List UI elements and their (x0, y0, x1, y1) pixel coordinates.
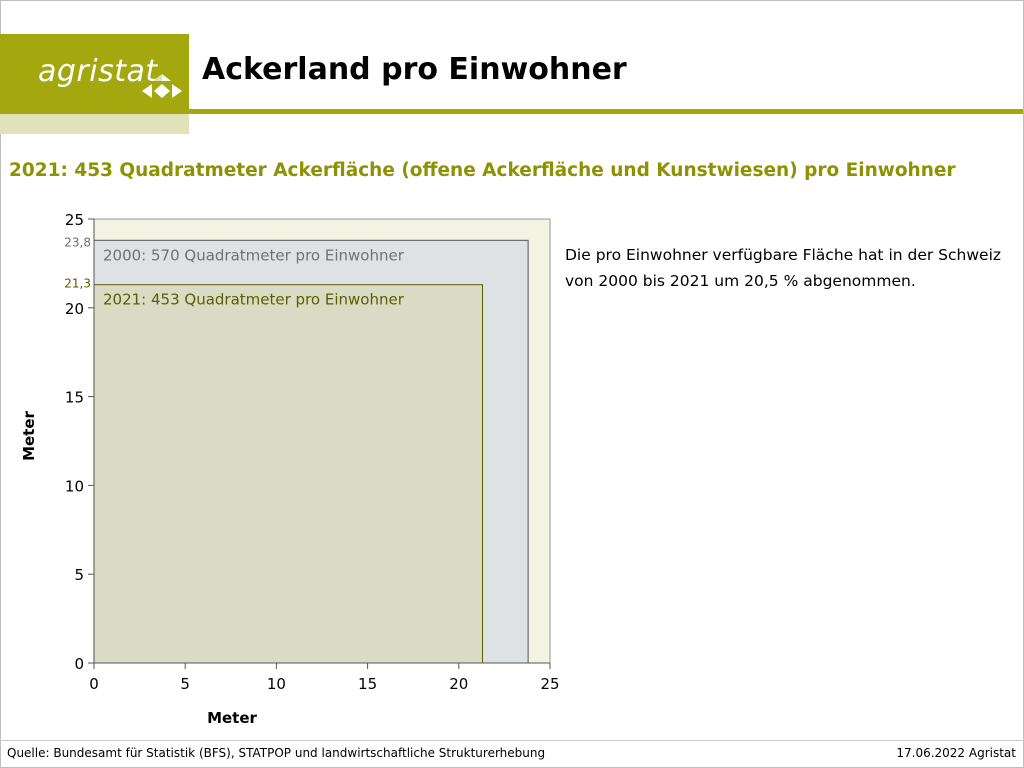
y-axis-label: Meter (20, 410, 38, 460)
y-ticks: 0 5 10 15 20 25 (65, 211, 94, 673)
footer-date: 17.06.2022 Agristat (896, 746, 1016, 760)
x-tick-label: 5 (180, 675, 190, 693)
y-tick-label: 15 (65, 389, 84, 407)
square-2021 (93, 284, 484, 664)
side-label-2021: 21,3 (64, 277, 91, 291)
x-ticks: 0 5 10 15 20 25 (89, 663, 560, 693)
logo-text: agristat (38, 54, 158, 89)
footer-source: Quelle: Bundesamt für Statistik (BFS), S… (7, 746, 546, 760)
y-tick-label: 5 (74, 566, 84, 584)
x-axis-label: Meter (207, 709, 257, 727)
side-label-2000: 23,8 (64, 235, 91, 249)
chart-note: Die pro Einwohner verfügbare Fläche hat … (565, 246, 1002, 290)
title-rule (189, 109, 1023, 114)
page-title: Ackerland pro Einwohner (202, 52, 627, 87)
x-tick-label: 20 (449, 675, 468, 693)
y-tick-label: 20 (65, 300, 84, 318)
x-tick-label: 15 (358, 675, 377, 693)
y-tick-label: 25 (65, 211, 84, 229)
logo-box (0, 34, 189, 114)
y-tick-label: 10 (65, 477, 84, 495)
x-tick-label: 10 (267, 675, 286, 693)
y-tick-label: 0 (74, 655, 84, 673)
logo-strip (0, 114, 189, 134)
logo-arrows-icon (142, 74, 182, 98)
label-2000: 2000: 570 Quadratmeter pro Einwohner (103, 246, 405, 264)
label-2021: 2021: 453 Quadratmeter pro Einwohner (103, 291, 405, 309)
x-tick-label: 25 (540, 675, 559, 693)
chart-subtitle: 2021: 453 Quadratmeter Ackerfläche (offe… (9, 160, 956, 181)
footer-rule (0, 740, 1024, 741)
x-tick-label: 0 (89, 675, 99, 693)
